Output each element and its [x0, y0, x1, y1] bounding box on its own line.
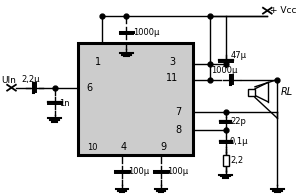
Text: 100µ: 100µ — [167, 167, 188, 176]
Text: 8: 8 — [175, 126, 181, 135]
Text: 0,1µ: 0,1µ — [230, 137, 248, 146]
Text: 1: 1 — [95, 57, 101, 67]
Text: 3: 3 — [169, 57, 175, 67]
Text: 10: 10 — [87, 143, 97, 152]
Text: 1000µ: 1000µ — [211, 66, 237, 75]
Text: + Vcc: + Vcc — [270, 6, 297, 15]
Text: 1n: 1n — [59, 99, 70, 108]
Text: 100µ: 100µ — [128, 167, 150, 176]
Text: 1000µ: 1000µ — [133, 28, 159, 36]
Bar — [248, 89, 255, 95]
Text: 22p: 22p — [230, 117, 246, 126]
Bar — [223, 155, 229, 166]
Text: 9: 9 — [161, 142, 167, 152]
Text: 7: 7 — [175, 107, 181, 117]
Text: 6: 6 — [86, 83, 92, 93]
Text: 2,2: 2,2 — [231, 156, 244, 165]
Bar — [78, 43, 193, 155]
Text: 4: 4 — [121, 142, 127, 152]
Text: 2,2µ: 2,2µ — [22, 75, 40, 84]
Text: 11: 11 — [166, 73, 178, 83]
Text: RL: RL — [280, 87, 292, 97]
Text: 47µ: 47µ — [231, 51, 247, 60]
Text: UIn: UIn — [2, 76, 16, 85]
